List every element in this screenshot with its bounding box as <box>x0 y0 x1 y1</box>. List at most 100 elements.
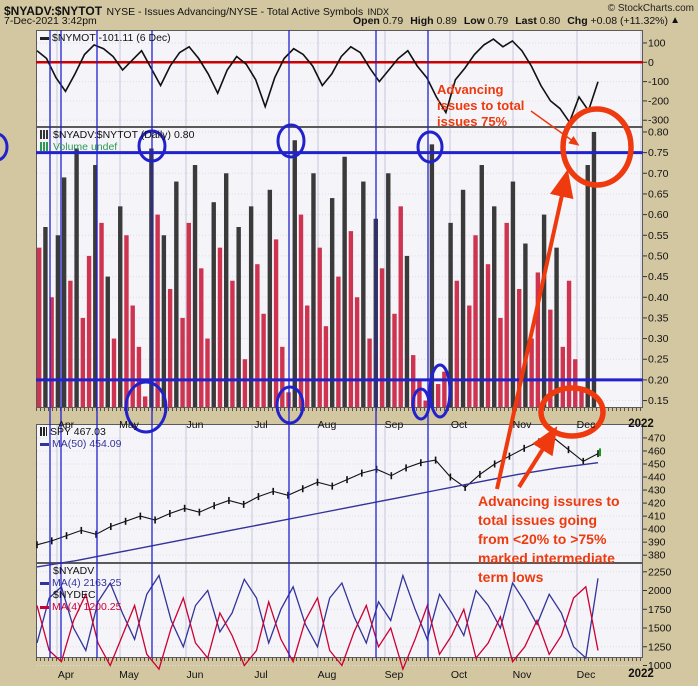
annotation-advancing-75: Advancing issues to total issues 75% <box>437 82 524 130</box>
quote-value: 0.89 <box>433 15 457 27</box>
legend-spy: SPY 467.03 MA(50) 454.09 <box>40 426 121 450</box>
panel-ratio <box>36 127 643 408</box>
legend-spy-label: SPY 467.03 <box>50 426 106 438</box>
y-tick-label: 390 <box>648 537 666 549</box>
legend-nyadv-label: $NYADV <box>53 565 95 577</box>
month-label-axis-bottom: Dec <box>576 669 596 681</box>
y-tick-label: 420 <box>648 498 666 510</box>
y-tick-label: 1250 <box>648 641 672 653</box>
month-label-axis-middle: Aug <box>317 419 337 431</box>
month-label-axis-bottom: Sep <box>384 669 404 681</box>
quote-label: Last <box>515 15 537 27</box>
y-tick-label: -300 <box>648 115 669 127</box>
y-tick-label: 2250 <box>648 566 672 578</box>
month-label-axis-middle: Jul <box>254 419 268 431</box>
y-tick-label: -100 <box>648 76 669 88</box>
y-tick-label: 0.20 <box>648 374 669 386</box>
y-tick-label: 2000 <box>648 585 672 597</box>
legend-spy-ma-label: MA(50) 454.09 <box>52 438 122 450</box>
year-label-axis-bottom: 2022 <box>628 668 654 680</box>
legend-ratio-label: $NYADV:$NYTOT (Daily) 0.80 <box>53 129 195 141</box>
axis-band-middle <box>36 408 643 424</box>
y-tick-label: 0.15 <box>648 395 669 407</box>
panel-nymot <box>36 30 643 127</box>
quote-value: 0.79 <box>379 15 404 27</box>
quote-value: 0.80 <box>536 15 561 27</box>
month-label-axis-middle: Oct <box>450 419 468 431</box>
legend-breadth: $NYADV MA(4) 2163.25 $NYDEC MA(4) 1200.2… <box>40 565 121 613</box>
legend-nymot: $NYMOT -101.11 (6 Dec) <box>40 32 171 44</box>
y-tick-label: 440 <box>648 472 666 484</box>
annotation-line: marked intermediate <box>478 550 615 566</box>
nyadv-ma-swatch <box>40 581 49 585</box>
month-label-axis-bottom: Jun <box>186 669 204 681</box>
chart-title: $NYADV:$NYTOT NYSE - Issues Advancing/NY… <box>4 2 389 20</box>
month-label-axis-bottom: Apr <box>57 669 75 681</box>
y-tick-label: 0.75 <box>648 147 669 159</box>
candlestick-icon <box>40 427 47 436</box>
month-label-axis-middle: May <box>119 419 139 431</box>
month-label-axis-bottom: Aug <box>317 669 337 681</box>
y-tick-label: 0.30 <box>648 333 669 345</box>
y-tick-label: 1750 <box>648 604 672 616</box>
month-label-axis-middle: Jun <box>186 419 204 431</box>
y-tick-label: 410 <box>648 511 666 523</box>
month-label-axis-bottom: Jul <box>254 669 268 681</box>
annotation-line: from <20% to >75% <box>478 531 607 547</box>
y-tick-label: 0.40 <box>648 292 669 304</box>
quote-label: High <box>410 15 434 27</box>
exchange-label: INDX <box>367 7 390 17</box>
annotation-line: Advancing issures to <box>478 493 620 509</box>
month-label-axis-middle: Nov <box>512 419 532 431</box>
quote-datetime: 7-Dec-2021 3:42pm <box>4 15 97 27</box>
annotation-line: issues 75% <box>437 114 508 129</box>
bar-chart-icon <box>40 130 50 139</box>
ticker-description: NYSE - Issues Advancing/NYSE - Total Act… <box>106 6 364 18</box>
year-label-axis-middle: 2022 <box>628 418 654 430</box>
y-tick-label: 380 <box>648 550 666 562</box>
y-tick-label: 400 <box>648 524 666 536</box>
y-tick-label: 0.55 <box>648 230 669 242</box>
annotation-line: total issues going <box>478 512 598 528</box>
y-tick-label: 450 <box>648 458 666 470</box>
y-tick-label: 0.80 <box>648 126 669 138</box>
y-tick-label: 0.60 <box>648 209 669 221</box>
y-tick-label: 0.25 <box>648 354 669 366</box>
y-tick-label: 470 <box>648 432 666 444</box>
volume-icon <box>40 142 50 151</box>
legend-nydec-ma-label: MA(4) 1200.25 <box>52 601 122 613</box>
stockcharts-copyright: © StockCharts.com <box>607 3 694 14</box>
month-label-axis-bottom: Nov <box>512 669 532 681</box>
legend-nyadv-ma-label: MA(4) 2163.25 <box>52 577 122 589</box>
legend-volume-label: Volume undef <box>53 141 118 153</box>
quote-value: +0.08 (+11.32%) <box>587 15 668 27</box>
legend-nydec-label: $NYDEC <box>53 589 96 601</box>
y-tick-label: 0.45 <box>648 271 669 283</box>
y-tick-label: 0.35 <box>648 312 669 324</box>
legend-nymot-label: $NYMOT -101.11 (6 Dec) <box>52 32 171 44</box>
nymot-line-swatch <box>40 36 49 40</box>
ticker-symbol: $NYADV:$NYTOT <box>4 4 103 18</box>
quote-label: Low <box>463 15 485 27</box>
annotation-intermediate-lows: Advancing issures to total issues going fr… <box>478 492 620 587</box>
ma50-line-swatch <box>40 442 49 446</box>
annotation-line: issues to total <box>437 98 525 113</box>
change-up-arrow-icon: ▲ <box>670 15 680 26</box>
annotation-line: term lows <box>478 569 544 585</box>
blue-highlight-circle <box>0 133 9 161</box>
quote-label: Chg <box>567 15 588 27</box>
quote-summary: Open 0.79 High 0.89 Low 0.79 Last 0.80 Chg +… <box>346 15 668 27</box>
month-label-axis-bottom: Oct <box>450 669 468 681</box>
quote-label: Open <box>353 15 380 27</box>
y-tick-label: 0.70 <box>648 168 669 180</box>
y-tick-label: 460 <box>648 445 666 457</box>
nydec-ma-swatch <box>40 605 49 609</box>
y-tick-label: 100 <box>648 37 666 49</box>
month-label-axis-bottom: May <box>119 669 139 681</box>
y-tick-label: 0.65 <box>648 188 669 200</box>
quote-value: 0.79 <box>484 15 509 27</box>
y-tick-label: 430 <box>648 485 666 497</box>
annotation-line: Advancing <box>437 82 504 97</box>
y-tick-label: 1500 <box>648 623 672 635</box>
